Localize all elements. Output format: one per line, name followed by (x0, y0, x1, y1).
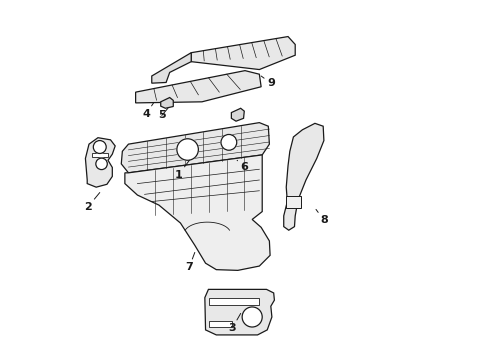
Text: 1: 1 (175, 160, 190, 180)
Polygon shape (85, 138, 115, 187)
Polygon shape (161, 98, 173, 108)
Circle shape (93, 140, 106, 153)
Text: 2: 2 (84, 193, 100, 212)
Polygon shape (231, 108, 245, 121)
Circle shape (242, 307, 262, 327)
Polygon shape (209, 298, 259, 305)
Text: 9: 9 (261, 76, 275, 88)
Polygon shape (284, 123, 324, 230)
Text: 3: 3 (229, 314, 241, 333)
Polygon shape (136, 71, 261, 103)
Circle shape (96, 158, 107, 170)
Text: 4: 4 (143, 103, 153, 119)
Text: 6: 6 (237, 160, 248, 172)
Polygon shape (92, 153, 108, 157)
Text: 7: 7 (186, 252, 195, 272)
Polygon shape (125, 155, 270, 270)
Polygon shape (209, 320, 232, 327)
Circle shape (221, 134, 237, 150)
Polygon shape (152, 53, 191, 83)
Circle shape (177, 139, 198, 160)
Polygon shape (286, 196, 300, 208)
Polygon shape (122, 123, 270, 173)
Text: 5: 5 (158, 108, 168, 121)
Text: 8: 8 (316, 210, 328, 225)
Polygon shape (205, 289, 274, 335)
Polygon shape (191, 37, 295, 69)
